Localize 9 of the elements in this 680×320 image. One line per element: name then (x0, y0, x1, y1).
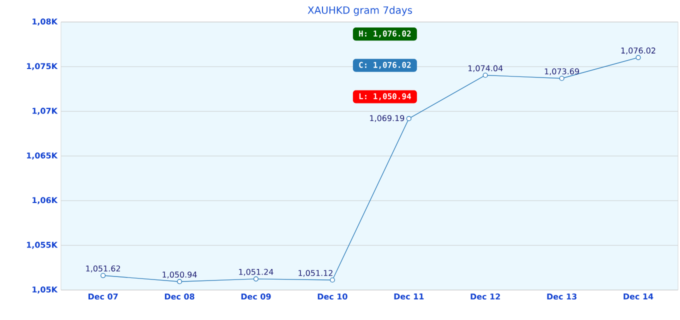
point (330, 277, 335, 283)
point (482, 72, 488, 78)
chart-title: XAUHKD gram 7days (308, 6, 412, 16)
point (636, 55, 641, 60)
point (559, 76, 564, 81)
point (100, 272, 106, 278)
point (253, 276, 259, 282)
point (176, 279, 182, 284)
point (406, 116, 412, 122)
